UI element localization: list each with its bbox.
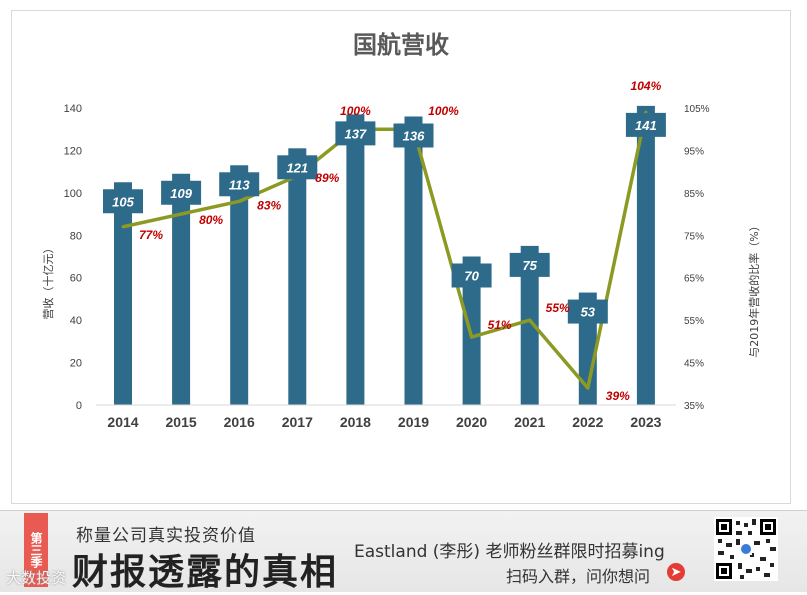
bar-label-box <box>103 189 143 214</box>
bar-label-box <box>393 123 434 148</box>
y2-tick-label: 85% <box>684 189 704 200</box>
y-tick-label: 40 <box>70 315 82 327</box>
bar-value-label: 113 <box>229 177 250 192</box>
ratio-value-label: 51% <box>488 318 512 332</box>
banner-promo-text: Eastland (李彤) 老师粉丝群限时招募ing <box>354 542 665 562</box>
promo-banner[interactable]: 第三季 称量公司真实投资价值 财报透露的真相 Eastland (李彤) 老师粉… <box>0 510 807 593</box>
y2-axis-title: 与2019年营收的比率（%） <box>747 220 761 357</box>
bar-value-label: 137 <box>345 126 367 141</box>
bar-value-label: 136 <box>403 128 425 143</box>
banner-subtitle: 称量公司真实投资价值 <box>76 526 256 546</box>
bar <box>114 182 132 405</box>
x-tick-label: 2021 <box>514 414 545 430</box>
y2-tick-label: 45% <box>684 359 704 370</box>
y2-tick-label: 55% <box>684 316 704 327</box>
arrow-right-icon[interactable]: ➤ <box>667 563 685 581</box>
qr-code-icon[interactable] <box>714 517 778 581</box>
bar-label-box <box>509 252 550 277</box>
ratio-value-label: 77% <box>139 228 163 242</box>
banner-main-title: 财报透露的真相 <box>72 551 339 593</box>
x-tick-label: 2022 <box>572 414 603 430</box>
bar-label-box <box>335 121 376 146</box>
bar-value-label: 53 <box>581 305 596 320</box>
ratio-point <box>179 212 183 216</box>
chart-canvas: 国航营收 0 20 40 60 80 100 120 140 35% 45% 55% 65% 75% 8… <box>41 31 761 430</box>
bar-label-box <box>625 112 666 137</box>
bar-label-box <box>277 155 318 180</box>
ratio-point <box>528 318 532 322</box>
bar-value-label: 141 <box>635 118 657 133</box>
chart-title: 国航营收 <box>353 31 449 59</box>
y2-tick-label: 95% <box>684 146 704 157</box>
y-tick-label: 140 <box>64 103 82 115</box>
ratio-value-label: 39% <box>606 389 630 403</box>
x-tick-label: 2016 <box>224 414 255 430</box>
y-tick-label: 120 <box>64 145 82 157</box>
bar-label-box <box>219 172 260 197</box>
bar <box>172 173 191 405</box>
ratio-value-label: 89% <box>315 171 339 185</box>
ratio-value-label: 83% <box>257 198 281 212</box>
bar-value-label: 75 <box>522 258 537 273</box>
y-tick-label: 0 <box>76 400 82 412</box>
bar-value-label: 70 <box>464 269 479 284</box>
y-tick-label: 20 <box>70 358 82 370</box>
bar-label-box <box>567 299 608 324</box>
y2-tick-label: 65% <box>684 274 704 285</box>
ratio-value-label: 55% <box>546 301 570 315</box>
x-tick-label: 2020 <box>456 414 487 430</box>
ratio-point <box>470 335 474 339</box>
bar <box>520 245 539 405</box>
ratio-point <box>121 225 125 229</box>
bar <box>636 105 655 405</box>
ratio-point <box>586 386 590 390</box>
y-tick-label: 60 <box>70 273 82 285</box>
y-axis-title: 营收（十亿元） <box>41 243 55 320</box>
season-tag: 第三季 <box>24 513 48 587</box>
y2-tick-label: 105% <box>684 104 710 115</box>
ratio-value-label: 80% <box>199 213 223 227</box>
ratio-line <box>122 111 648 390</box>
x-tick-label: 2018 <box>340 414 371 430</box>
bar-value-label: 105 <box>112 194 134 209</box>
ratio-value-label: 100% <box>340 104 371 118</box>
bar-label-box <box>161 180 202 205</box>
x-tick-label: 2014 <box>107 414 138 430</box>
bar <box>404 116 423 405</box>
watermark-text: 大数投资 <box>6 569 67 587</box>
y2-tick-label: 75% <box>684 231 704 242</box>
bar-label-box <box>451 263 492 288</box>
bar <box>288 148 307 406</box>
x-tick-label: 2017 <box>282 414 313 430</box>
bar-value-label: 121 <box>286 160 308 175</box>
x-tick-label: 2015 <box>166 414 197 430</box>
y-tick-label: 100 <box>64 188 82 200</box>
ratio-point <box>237 199 241 203</box>
bar <box>230 165 249 405</box>
y-tick-label: 80 <box>70 230 82 242</box>
bar-value-label: 109 <box>170 186 192 201</box>
bar <box>346 114 365 405</box>
ratio-value-label: 100% <box>428 104 459 118</box>
banner-cta-text[interactable]: 扫码入群，问你想问 <box>506 567 651 586</box>
x-tick-label: 2023 <box>630 414 661 430</box>
chart-frame: 国航营收 0 20 40 60 80 100 120 140 35% 45% 55% 65% 75% 8… <box>11 10 791 504</box>
x-tick-label: 2019 <box>398 414 429 430</box>
ratio-value-label: 104% <box>631 79 662 93</box>
y2-tick-label: 35% <box>684 401 704 412</box>
